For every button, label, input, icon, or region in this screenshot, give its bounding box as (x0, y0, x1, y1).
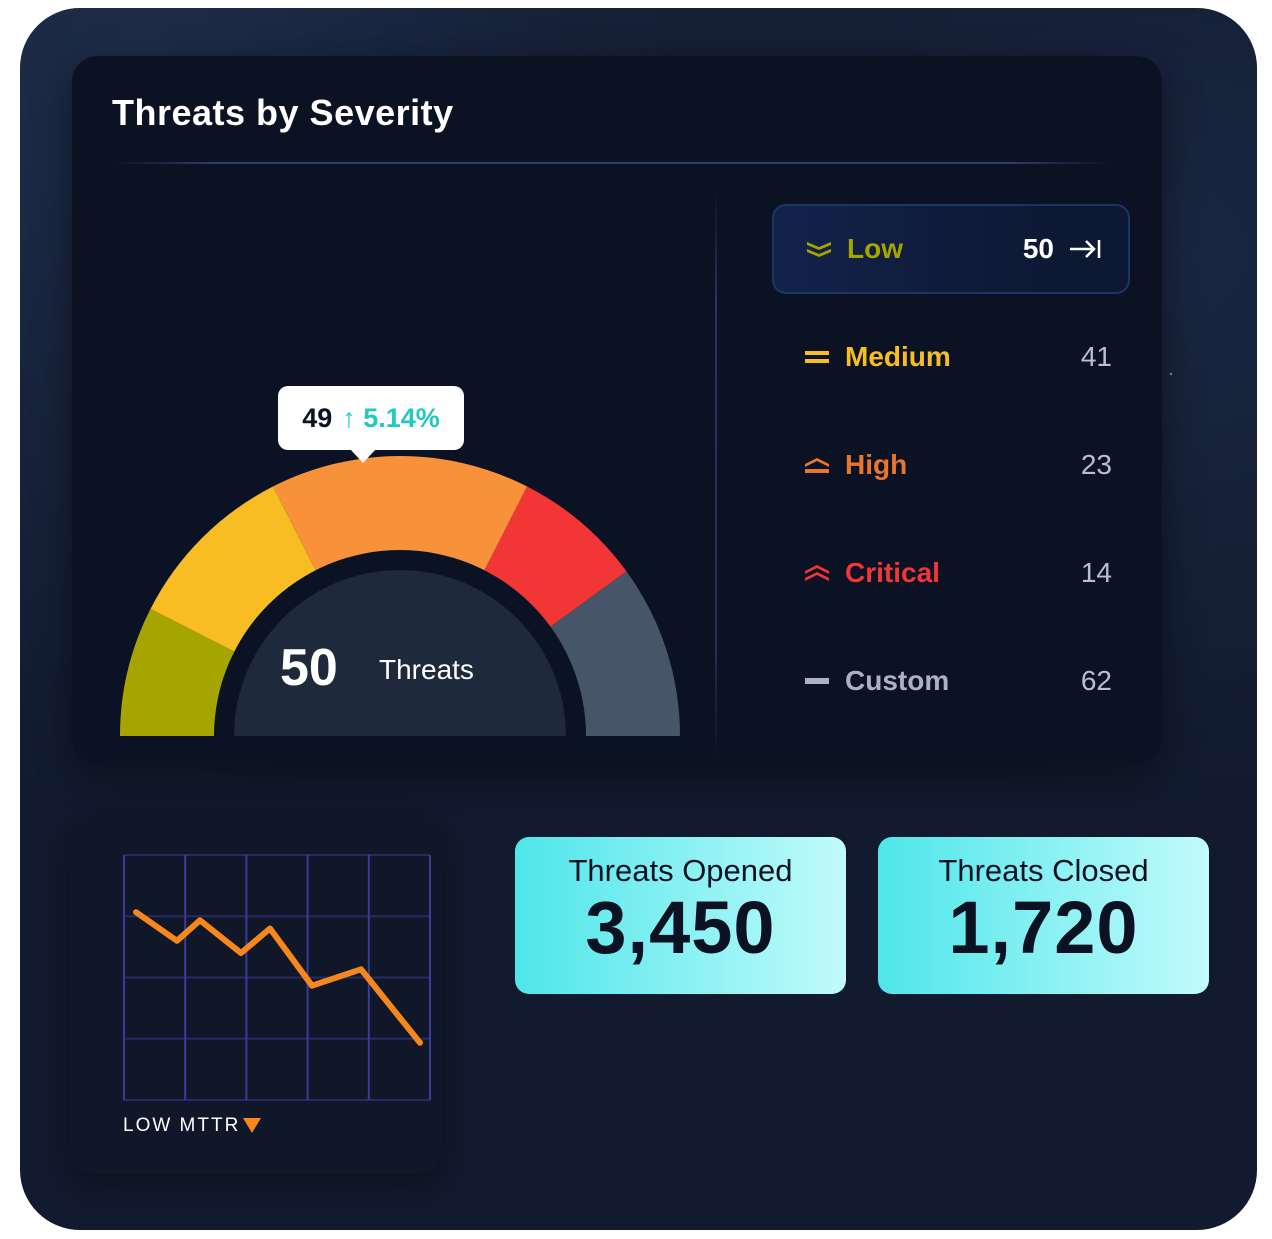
equals-icon (805, 351, 829, 363)
threats-opened-card[interactable]: Threats Opened 3,450 (515, 837, 846, 994)
threats-closed-card[interactable]: Threats Closed 1,720 (878, 837, 1209, 994)
legend-count: 14 (1080, 557, 1112, 588)
vertical-divider (715, 186, 717, 761)
mttr-label: LOW MTTR (123, 1115, 241, 1136)
legend-count: 23 (1080, 449, 1112, 480)
arrow-right-to-line-icon[interactable] (1068, 237, 1102, 261)
severity-gauge (120, 455, 680, 736)
legend-label: Custom (845, 665, 950, 696)
legend-item-medium[interactable]: Medium 41 (772, 312, 1130, 402)
severity-legend: Low 50 Medium 41 High 23 (772, 204, 1130, 744)
gauge-center-disc (234, 570, 566, 736)
arrow-up-icon: ↑ (342, 402, 356, 433)
legend-item-low[interactable]: Low 50 (772, 204, 1130, 294)
card-title: Threats by Severity (112, 92, 454, 133)
legend-item-custom[interactable]: Custom 62 (772, 636, 1130, 726)
legend-count: 50 (1022, 233, 1054, 264)
gauge-center-value: 50 (280, 639, 338, 697)
legend-label: High (845, 449, 908, 480)
legend-count: 41 (1080, 341, 1112, 372)
mttr-card (70, 818, 442, 1174)
legend-item-high[interactable]: High 23 (772, 420, 1130, 510)
legend-item-critical[interactable]: Critical 14 (772, 528, 1130, 618)
legend-label: Critical (845, 557, 940, 588)
dash-icon (805, 678, 829, 684)
threats-opened-label: Threats Opened (568, 853, 793, 888)
threats-opened-value: 3,450 (585, 886, 776, 969)
gauge-tooltip: 49 ↑ 5.14% (278, 386, 464, 463)
mttr-series-line (133, 909, 423, 1046)
legend-label: Medium (845, 341, 951, 372)
legend-count: 62 (1080, 665, 1112, 696)
tooltip-value: 49 (302, 402, 333, 433)
threats-by-severity-card: Threats by Severity 49 ↑ 5.14% 50 Threat… (72, 56, 1162, 763)
threats-closed-value: 1,720 (948, 886, 1139, 969)
chevron-double-down-icon (807, 242, 831, 257)
chevron-double-up-icon (805, 565, 829, 581)
threats-closed-label: Threats Closed (938, 853, 1149, 888)
legend-label: Low (847, 233, 903, 264)
tooltip-change: 5.14% (363, 402, 440, 433)
gauge-center-label: Threats (379, 654, 474, 685)
chevron-up-icon (805, 458, 829, 473)
triangle-down-icon (243, 1118, 261, 1133)
mttr-line-chart (123, 854, 431, 1101)
title-divider (112, 162, 1112, 164)
